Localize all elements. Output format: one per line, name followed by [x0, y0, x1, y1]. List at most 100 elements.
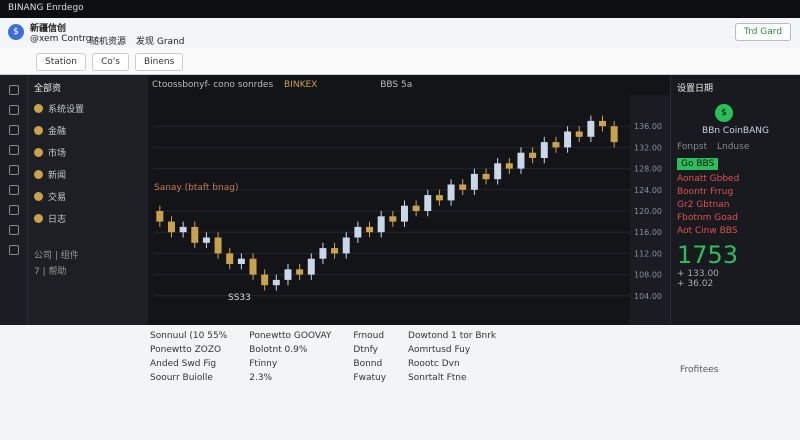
y-tick-label: 124.00: [634, 186, 662, 195]
table-row: Ponewtto ZOZO Bolotnt 0.9% Dtnfy Aomrtusd F…: [150, 343, 518, 357]
sidebar-item[interactable]: 金融: [34, 124, 142, 146]
trade-button[interactable]: Trd Gard: [735, 23, 792, 41]
candle-body: [610, 126, 618, 143]
candle-body: [284, 269, 292, 280]
panel-row: Aonatt Gbbed: [677, 174, 740, 184]
nav-icon[interactable]: [9, 125, 19, 135]
table-cell: Frnoud: [353, 331, 385, 341]
chart-annotation: Sanay (btaft bnag): [154, 183, 238, 193]
table-cell: Bonnd: [353, 359, 383, 369]
candle-body: [435, 195, 443, 201]
coin-name: BBn CoinBANG: [702, 126, 769, 136]
table-cell: Dtnfy: [353, 345, 378, 355]
table-cell: Bolotnt 0.9%: [249, 345, 308, 355]
candle-body: [237, 258, 245, 264]
stats-table: Sonnuul (10 55% Ponewtto GOOVAY Frnoud Dowt…: [150, 329, 518, 385]
sidebar-item[interactable]: 新闻: [34, 168, 142, 190]
candle-body: [575, 131, 583, 137]
y-tick-label: 112.00: [634, 249, 662, 258]
last-price-label: SS33: [228, 293, 251, 303]
panel-big-number: 1753: [677, 241, 739, 269]
table-cell: Sonnuul (10 55%: [150, 331, 228, 341]
browser-tab[interactable]: BINANG Enrdego: [0, 0, 800, 18]
candle-body: [424, 195, 432, 211]
candle-body: [366, 226, 374, 233]
candle-body: [249, 258, 257, 275]
candle-body: [389, 216, 397, 222]
chart-area: Ctoossbonyf- cono sonrdes BINKEX BBS 5a …: [148, 75, 670, 325]
toolbar-button[interactable]: Co's: [92, 53, 129, 71]
candle-body: [331, 248, 339, 254]
candle-body: [214, 237, 222, 254]
candle-body: [202, 237, 210, 243]
table-row: Soourr Buiolle 2.3% Fwatuy Sonrtalt Ftne: [150, 371, 518, 385]
candle-chart: 104.00 108.00 112.00 116.00 120.00 124.00 128.…: [154, 95, 670, 325]
candle-body: [505, 163, 513, 169]
header-subtitle: @xem Contrg: [30, 34, 92, 44]
candle-body: [342, 237, 350, 254]
candle-body: [494, 163, 502, 180]
panel-row: Boontr Frrug: [677, 187, 734, 197]
panel-badge[interactable]: Go BBS: [677, 158, 719, 170]
candle-body: [261, 274, 269, 286]
candle-body: [564, 131, 572, 148]
table-cell: Sonrtalt Ftne: [408, 373, 467, 383]
y-tick-label: 136.00: [634, 122, 662, 131]
candle-body: [307, 258, 315, 275]
candle-body: [517, 152, 525, 169]
brand: BINKEX: [284, 80, 318, 90]
sidebar-footer-item: 公司 | 组件: [34, 251, 79, 261]
chart-title: Ctoossbonyf- cono sonrdes: [152, 80, 274, 90]
toolbar-button[interactable]: Binens: [134, 53, 184, 71]
panel-title: 设置日期: [677, 84, 714, 94]
panel-foot-item: + 133.00: [677, 269, 719, 279]
y-tick-label: 116.00: [634, 228, 662, 237]
table-cell: 2.3%: [249, 373, 273, 383]
table-row: Anded Swd Fig Ftinny Bonnd Roootc Dvn: [150, 357, 518, 371]
candle-body: [412, 205, 420, 211]
y-tick-label: 108.00: [634, 271, 662, 280]
sidebar-item[interactable]: 市场: [34, 146, 142, 168]
candle-body: [540, 142, 548, 158]
nav-icon[interactable]: [9, 105, 19, 115]
nav-icon[interactable]: [9, 225, 19, 235]
toolbar: Station Co's Binens: [0, 48, 800, 75]
panel-tab[interactable]: Lnduse: [717, 142, 750, 152]
table-cell: Roootc Dvn: [408, 359, 460, 369]
panel-footer: + 133.00 + 36.02: [677, 269, 794, 289]
sidebar-list: 系统设置 金融 市场 新闻 交易 日志: [34, 102, 142, 234]
nav-icon[interactable]: [9, 185, 19, 195]
toolbar-button[interactable]: Station: [36, 53, 86, 71]
table-cell: Ftinny: [249, 359, 278, 369]
tab-title: BINANG Enrdego: [8, 3, 84, 13]
candle-body: [459, 184, 467, 190]
nav-icon[interactable]: [9, 205, 19, 215]
nav-icon[interactable]: [9, 145, 19, 155]
header-title: 新疆信创: [30, 24, 67, 34]
nav-icon[interactable]: [9, 165, 19, 175]
panel-row: Fbotnm Goad: [677, 213, 738, 223]
panel-tab[interactable]: Fonpst: [677, 142, 707, 152]
table-cell: Fwatuy: [353, 373, 387, 383]
nav-icon[interactable]: [9, 245, 19, 255]
candle-body: [552, 142, 560, 148]
header-link[interactable]: 发现 Grand: [136, 37, 185, 47]
table-cell: Aomrtusd Fuy: [408, 345, 471, 355]
sidebar-item[interactable]: 系统设置: [34, 102, 142, 124]
icon-bar: [0, 75, 28, 325]
candle-body: [319, 248, 327, 259]
candle-body: [167, 221, 175, 233]
candle-body: [191, 226, 199, 243]
sidebar-footer: 公司 | 组件 7 | 帮助: [34, 248, 142, 280]
sidebar-item[interactable]: 日志: [34, 212, 142, 234]
y-tick-label: 120.00: [634, 207, 662, 216]
candle-body: [296, 269, 304, 275]
header-link[interactable]: 随机资源: [90, 37, 127, 47]
candle-body: [529, 152, 537, 158]
candle-body: [156, 211, 164, 222]
sidebar-item[interactable]: 交易: [34, 190, 142, 212]
nav-icon[interactable]: [9, 85, 19, 95]
candle-body: [470, 173, 478, 190]
candle-body: [482, 173, 490, 180]
